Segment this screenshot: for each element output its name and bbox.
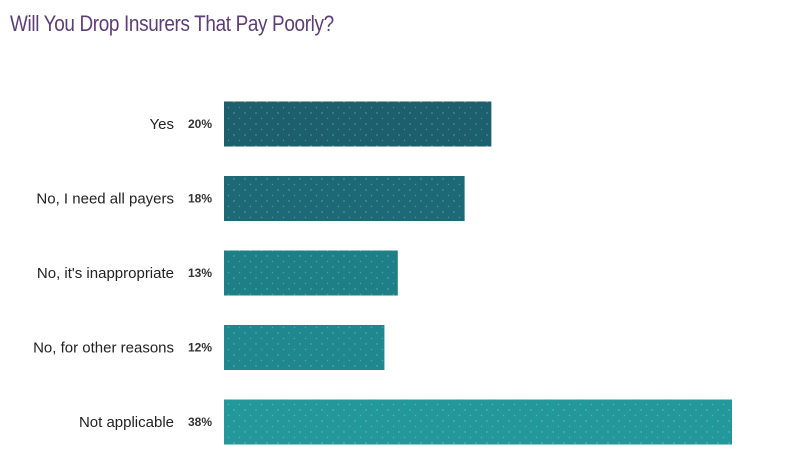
bar-texture-4 <box>224 399 732 445</box>
bar-texture-1 <box>224 176 465 221</box>
chart-title: Will You Drop Insurers That Pay Poorly? <box>10 11 334 36</box>
value-label-3: 12% <box>188 341 212 355</box>
category-label-1: No, I need all payers <box>36 191 174 208</box>
category-label-2: No, it's inappropriate <box>37 265 174 282</box>
value-label-1: 18% <box>188 192 212 206</box>
value-label-4: 38% <box>188 415 212 429</box>
category-label-3: No, for other reasons <box>33 340 174 357</box>
bar-texture-2 <box>224 250 398 296</box>
category-label-0: Yes <box>150 116 174 133</box>
category-label-4: Not applicable <box>79 414 174 431</box>
value-label-2: 13% <box>188 266 212 280</box>
value-label-0: 20% <box>188 117 212 131</box>
bar-texture-0 <box>224 101 492 147</box>
bar-texture-3 <box>224 325 385 370</box>
bars-layer: Yes 20% No, I need all payers 18% No, it's i… <box>33 101 732 445</box>
